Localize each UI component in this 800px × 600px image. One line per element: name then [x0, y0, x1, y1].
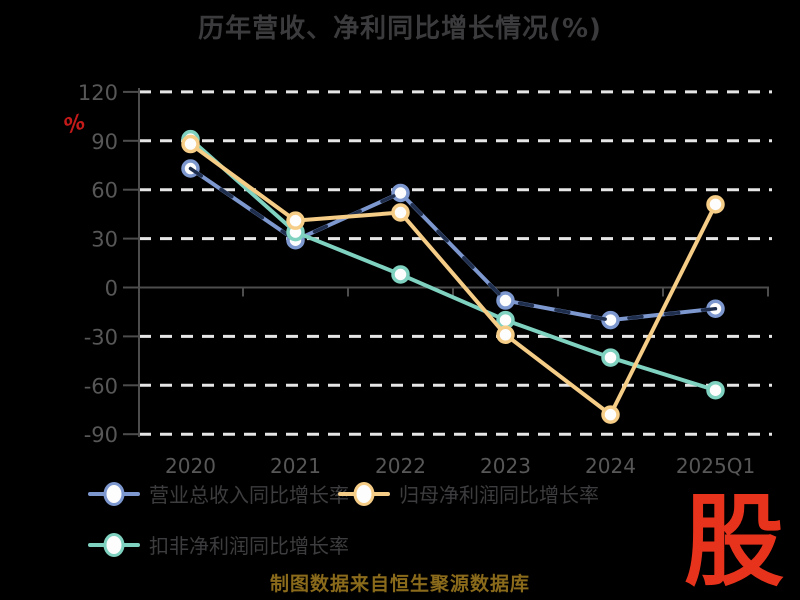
series-marker-1: [391, 203, 410, 222]
x-tick-label: 2022: [375, 454, 426, 478]
stock-logo: 股: [684, 483, 784, 600]
legend-line-marker-icon: [88, 532, 140, 557]
y-tick-label: 30: [91, 228, 118, 252]
chart-title: 历年营收、净利同比增长情况(%): [198, 14, 602, 44]
legend-label: 归母净利润同比增长率: [399, 483, 599, 507]
legend-item-net-profit-growth[interactable]: 归母净利润同比增长率: [338, 479, 599, 508]
series-line-1: [188, 142, 718, 417]
series-marker-2: [391, 265, 410, 284]
series-overlay-dash-0: [188, 166, 718, 322]
series-marker-0: [391, 183, 410, 203]
y-tick-label: 60: [91, 179, 118, 203]
legend-item-total-revenue-growth[interactable]: 营业总收入同比增长率: [88, 479, 349, 508]
y-tick-label: 120: [78, 81, 118, 105]
series-marker-1: [496, 325, 515, 345]
legend-label: 营业总收入同比增长率: [149, 483, 349, 507]
x-tick-label: 2025Q1: [676, 454, 755, 478]
y-tick-label: 90: [91, 130, 118, 154]
x-tick-label: 2021: [270, 454, 321, 478]
legend-label: 扣非净利润同比增长率: [149, 534, 349, 558]
series-marker-2: [706, 380, 725, 400]
data-source-note: 制图数据来自恒生聚源数据库: [269, 573, 530, 595]
series-marker-0: [496, 291, 515, 310]
series-marker-1: [706, 195, 725, 214]
x-tick-label: 2024: [585, 454, 636, 478]
y-tick-label: -60: [84, 374, 118, 398]
series-marker-1: [286, 211, 305, 230]
y-tick-label: 0: [105, 277, 118, 301]
legend-line-marker-icon: [88, 481, 140, 506]
x-tick-label: 2020: [165, 454, 216, 478]
legend-item-deducted-net-profit-growth[interactable]: 扣非净利润同比增长率: [88, 530, 349, 559]
x-tick-label: 2023: [480, 454, 531, 478]
y-tick-label: -30: [84, 325, 118, 349]
series-marker-2: [601, 348, 620, 367]
series-marker-2: [496, 310, 515, 330]
legend-line-marker-icon: [338, 481, 390, 506]
series-marker-1: [601, 405, 620, 424]
series-marker-1: [181, 134, 200, 154]
series-line-2: [188, 137, 718, 393]
y-tick-label: -90: [84, 423, 118, 447]
